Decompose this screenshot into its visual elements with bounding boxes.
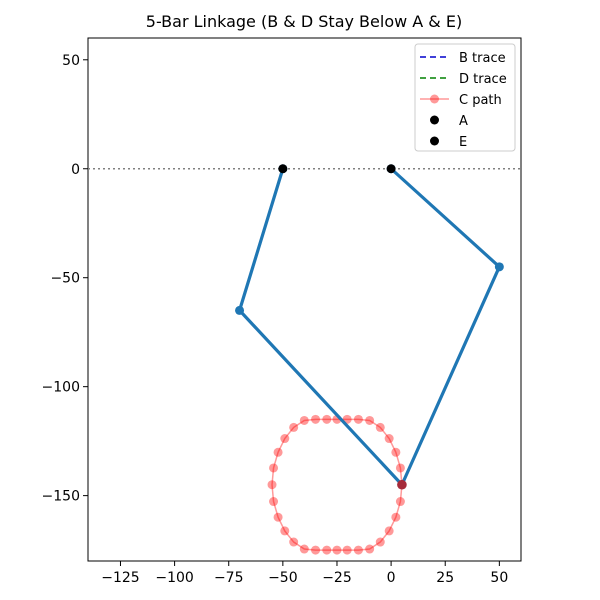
c-path-point xyxy=(299,544,309,554)
legend-item-e: E xyxy=(430,135,467,150)
c-path-point xyxy=(391,512,401,522)
c-path-point xyxy=(365,544,375,554)
c-path-line xyxy=(271,418,403,551)
c-path-point xyxy=(395,497,405,507)
x-tick-label: −25 xyxy=(322,570,352,586)
linkage-joint xyxy=(494,262,504,272)
x-tick-label: −100 xyxy=(155,570,193,586)
y-tick-label: −100 xyxy=(42,380,80,396)
c-path-point xyxy=(267,480,277,490)
c-path-point xyxy=(375,422,385,432)
legend-item-a: A xyxy=(430,114,468,129)
x-tick-label: −50 xyxy=(268,570,298,586)
legend-label: A xyxy=(459,114,468,129)
y-tick-label: −150 xyxy=(42,489,80,505)
c-path-point xyxy=(289,422,299,432)
legend-label: D trace xyxy=(459,72,507,87)
c-path-point xyxy=(280,526,290,536)
c-path-point xyxy=(322,414,332,424)
legend-label: B trace xyxy=(459,51,506,66)
legend-box xyxy=(414,43,516,152)
c-path-point xyxy=(273,447,283,457)
c-path-point xyxy=(384,526,394,536)
legend-label: C path xyxy=(459,93,502,108)
linkage-joint xyxy=(235,305,245,315)
c-path-point xyxy=(311,545,321,555)
c-path-point xyxy=(311,414,321,424)
c-path-point xyxy=(269,463,279,473)
c-path-point xyxy=(391,447,401,457)
c-path-point xyxy=(280,434,290,444)
y-tick-label: −50 xyxy=(50,271,80,287)
legend-marker-sample xyxy=(430,94,439,104)
c-path-point xyxy=(353,545,363,555)
x-tick-label: 0 xyxy=(387,570,396,586)
x-tick-label: −125 xyxy=(101,570,139,586)
y-axis: −150 −100 −50 0 50 xyxy=(42,53,88,505)
legend-item-c-path: C path xyxy=(420,93,502,108)
c-path-point xyxy=(269,497,279,507)
plot-frame xyxy=(87,37,522,562)
c-path-point xyxy=(322,545,332,555)
legend: B trace D trace C path AE xyxy=(414,43,516,152)
x-tick-label: −75 xyxy=(214,570,244,586)
c-path-point xyxy=(353,414,363,424)
x-tick-label: 50 xyxy=(490,570,508,586)
legend-marker-sample xyxy=(430,136,439,146)
plot-content xyxy=(88,164,521,555)
legend-item-d-trace: D trace xyxy=(420,72,507,87)
legend-label: E xyxy=(459,135,467,150)
c-path-point xyxy=(273,512,283,522)
c-path-point xyxy=(289,537,299,547)
x-axis: −125 −100 −75 −50 −25 0 25 50 xyxy=(101,561,508,586)
x-tick-label: 25 xyxy=(436,570,454,586)
legend-item-b-trace: B trace xyxy=(420,51,506,66)
c-path-point xyxy=(395,463,405,473)
highlight-point-c xyxy=(397,479,407,490)
c-path-point xyxy=(299,415,309,425)
y-tick-label: 50 xyxy=(62,53,80,69)
c-path-point xyxy=(384,434,394,444)
y-tick-label: 0 xyxy=(71,162,80,178)
c-path-point xyxy=(365,415,375,425)
legend-marker-sample xyxy=(430,115,439,125)
c-path-point xyxy=(332,545,342,555)
chart-title: 5-Bar Linkage (B & D Stay Below A & E) xyxy=(146,12,462,31)
c-path-point xyxy=(375,537,385,547)
linkage-line xyxy=(237,167,501,487)
c-path-point xyxy=(342,545,352,555)
point-a xyxy=(278,164,288,174)
point-e xyxy=(386,164,396,174)
